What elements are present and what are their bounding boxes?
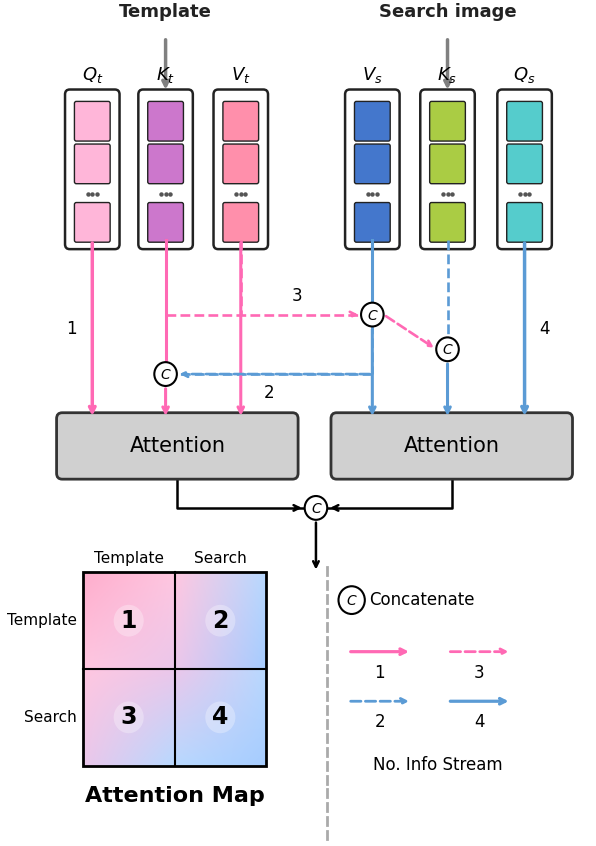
Circle shape [205, 605, 235, 636]
Text: $Q_s$: $Q_s$ [513, 64, 536, 85]
Text: 2: 2 [374, 713, 385, 731]
Text: 1: 1 [67, 321, 77, 338]
Text: Template: Template [7, 613, 77, 629]
FancyBboxPatch shape [74, 144, 110, 184]
FancyBboxPatch shape [74, 102, 110, 141]
Circle shape [154, 362, 177, 386]
Text: 1: 1 [374, 663, 385, 682]
FancyBboxPatch shape [213, 90, 268, 249]
FancyBboxPatch shape [74, 202, 110, 242]
Text: Search image: Search image [378, 3, 516, 21]
Text: 4: 4 [212, 706, 228, 729]
FancyBboxPatch shape [430, 102, 465, 141]
FancyBboxPatch shape [138, 90, 193, 249]
FancyBboxPatch shape [497, 90, 552, 249]
Text: C: C [161, 368, 170, 382]
FancyBboxPatch shape [345, 90, 399, 249]
Text: Concatenate: Concatenate [370, 591, 475, 609]
Text: C: C [368, 309, 377, 322]
Bar [83, 573, 266, 766]
Text: $Q_t$: $Q_t$ [82, 64, 103, 85]
Text: $V_s$: $V_s$ [362, 64, 383, 85]
FancyBboxPatch shape [223, 202, 259, 242]
FancyBboxPatch shape [65, 90, 120, 249]
Circle shape [114, 701, 144, 733]
Text: 3: 3 [120, 706, 137, 729]
Text: Attention: Attention [403, 436, 500, 456]
Text: No. Info Stream: No. Info Stream [373, 755, 503, 774]
FancyBboxPatch shape [223, 144, 259, 184]
FancyBboxPatch shape [57, 413, 298, 479]
Circle shape [339, 586, 365, 614]
Text: 3: 3 [292, 287, 302, 305]
FancyBboxPatch shape [148, 202, 184, 242]
FancyBboxPatch shape [355, 144, 390, 184]
Text: 4: 4 [539, 321, 550, 338]
FancyBboxPatch shape [507, 202, 542, 242]
Text: 4: 4 [474, 713, 485, 731]
Circle shape [305, 496, 327, 519]
Circle shape [114, 605, 144, 636]
FancyBboxPatch shape [507, 144, 542, 184]
Text: C: C [443, 343, 452, 357]
Text: Search: Search [24, 710, 77, 725]
Text: C: C [311, 502, 321, 516]
FancyBboxPatch shape [148, 144, 184, 184]
FancyBboxPatch shape [420, 90, 475, 249]
Text: 1: 1 [120, 608, 137, 633]
Circle shape [205, 701, 235, 733]
Text: Attention: Attention [129, 436, 225, 456]
FancyBboxPatch shape [355, 202, 390, 242]
Text: 3: 3 [474, 663, 485, 682]
FancyBboxPatch shape [355, 102, 390, 141]
Text: Search: Search [194, 552, 247, 567]
Text: 2: 2 [212, 608, 228, 633]
Text: $V_t$: $V_t$ [231, 64, 250, 85]
Text: C: C [347, 594, 356, 608]
Text: Template: Template [94, 552, 164, 567]
FancyBboxPatch shape [430, 202, 465, 242]
FancyBboxPatch shape [430, 144, 465, 184]
FancyBboxPatch shape [507, 102, 542, 141]
FancyBboxPatch shape [331, 413, 573, 479]
Text: Attention Map: Attention Map [85, 786, 265, 805]
Text: $K_s$: $K_s$ [437, 64, 458, 85]
Circle shape [436, 338, 459, 361]
Text: Template: Template [119, 3, 212, 21]
Text: 2: 2 [263, 384, 274, 402]
FancyBboxPatch shape [223, 102, 259, 141]
Text: $K_t$: $K_t$ [156, 64, 175, 85]
FancyBboxPatch shape [148, 102, 184, 141]
Circle shape [361, 303, 384, 327]
